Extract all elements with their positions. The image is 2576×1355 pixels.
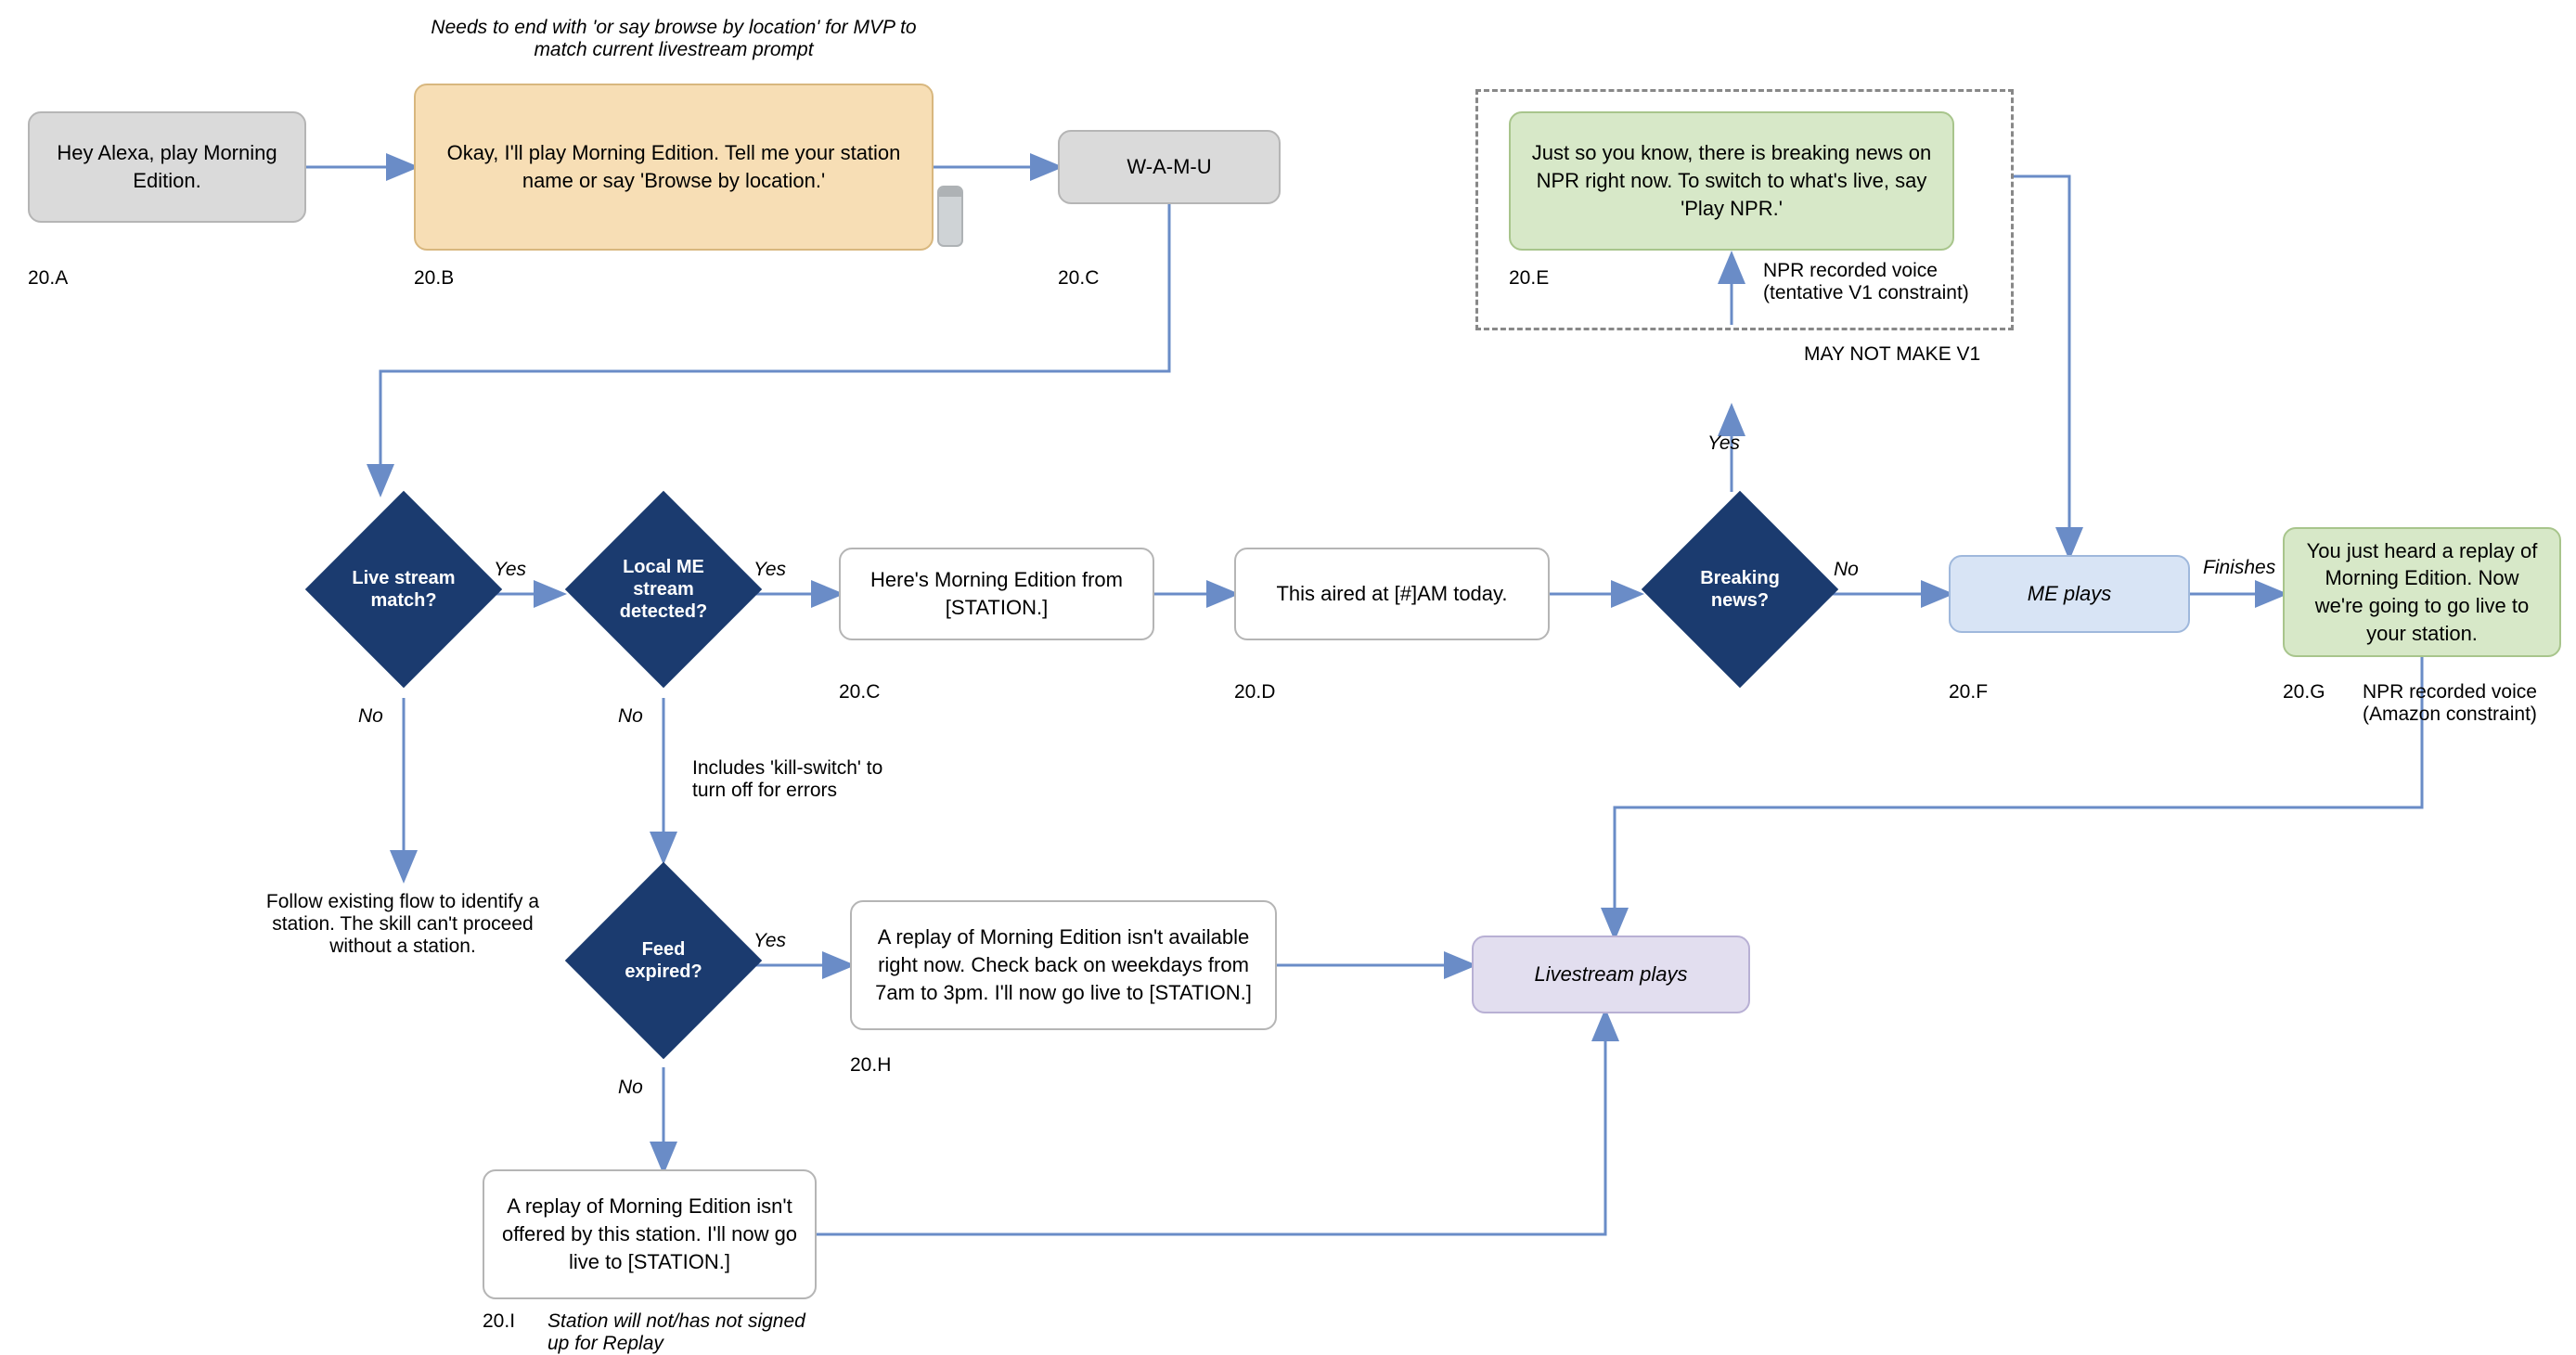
node-text: Just so you know, there is breaking news… [1527,139,1936,222]
node-replay-not-offered: A replay of Morning Edition isn't offere… [483,1169,817,1299]
decision-feed-expired: Feed expired? [565,862,762,1059]
node-breaking-news-prompt: Just so you know, there is breaking news… [1509,111,1954,251]
label-d4-yes: Yes [753,930,786,952]
node-alexa-prompt: Okay, I'll play Morning Edition. Tell me… [414,84,934,251]
label-d3-yes: Yes [1707,432,1740,455]
node-me-plays: ME plays [1949,555,2190,633]
node-station-name: W-A-M-U [1058,130,1281,204]
node-text: A replay of Morning Edition isn't offere… [501,1193,798,1275]
diamond-text: Local ME stream detected? [601,556,726,623]
node-text: Hey Alexa, play Morning Edition. [46,139,288,194]
label-finishes: Finishes [2203,557,2275,579]
tag-20A: 20.A [28,267,68,290]
node-user-utterance: Hey Alexa, play Morning Edition. [28,111,306,223]
label-d1-no: No [358,705,383,728]
decision-livestream-match: Live stream match? [305,491,502,688]
decision-breaking-news: Breaking news? [1642,491,1838,688]
label-d3-no: No [1834,559,1859,581]
note-g: NPR recorded voice (Amazon constraint) [2363,681,2567,726]
label-d2-no: No [618,705,643,728]
node-aired-at: This aired at [#]AM today. [1234,548,1550,640]
flowchart-canvas: Hey Alexa, play Morning Edition. 20.A Ne… [0,0,2576,1320]
echo-device-icon [937,186,963,247]
label-may-not-make-v1: MAY NOT MAKE V1 [1804,343,1980,366]
node-livestream-plays: Livestream plays [1472,936,1750,1013]
tag-20F: 20.F [1949,681,1988,703]
label-d1-yes: Yes [494,559,526,581]
node-heres-me: Here's Morning Edition from [STATION.] [839,548,1154,640]
tag-20E: 20.E [1509,267,1549,290]
node-replay-end: You just heard a replay of Morning Editi… [2283,527,2561,657]
diamond-text: Feed expired? [601,938,726,983]
node-follow-existing-flow: Follow existing flow to identify a stati… [254,891,551,958]
tag-20C-body: 20.C [839,681,880,703]
label-d4-no: No [618,1077,643,1099]
diamond-text: Live stream match? [341,567,466,612]
node-text: W-A-M-U [1127,153,1211,181]
diamond-text: Breaking news? [1678,567,1802,612]
node-text: Here's Morning Edition from [STATION.] [857,566,1136,621]
edge-e-f [2014,176,2069,555]
note-b: Needs to end with 'or say browse by loca… [414,17,934,61]
note-e: NPR recorded voice (tentative V1 constra… [1763,260,2004,304]
tag-20B: 20.B [414,267,454,290]
node-text: Okay, I'll play Morning Edition. Tell me… [432,139,915,194]
note-i: Station will not/has not signed up for R… [547,1310,826,1355]
node-text: This aired at [#]AM today. [1276,580,1507,608]
edge-i-live [817,1013,1605,1234]
tag-20C-top: 20.C [1058,267,1099,290]
tag-20D: 20.D [1234,681,1275,703]
decision-local-me-stream: Local ME stream detected? [565,491,762,688]
label-d2-yes: Yes [753,559,786,581]
node-text: ME plays [2028,580,2111,608]
node-replay-unavailable: A replay of Morning Edition isn't availa… [850,900,1277,1030]
tag-20I: 20.I [483,1310,515,1333]
node-text: Livestream plays [1534,961,1687,988]
node-text: A replay of Morning Edition isn't availa… [869,923,1258,1006]
note-kill-switch: Includes 'kill-switch' to turn off for e… [692,757,915,802]
tag-20G: 20.G [2283,681,2325,703]
node-text: You just heard a replay of Morning Editi… [2301,537,2543,648]
tag-20H: 20.H [850,1054,891,1077]
